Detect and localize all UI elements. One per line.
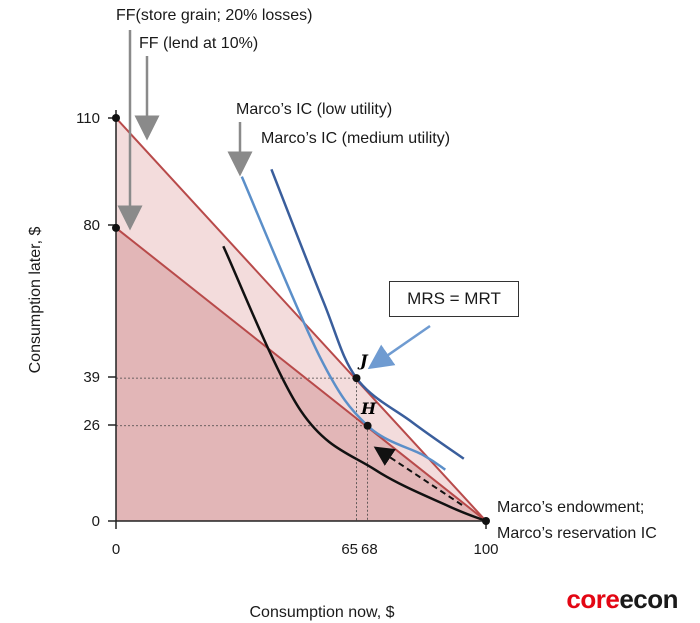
y-tick-label-80: 80 — [83, 217, 100, 234]
y-tick-label-39: 39 — [83, 369, 100, 386]
x-tick-label-100: 100 — [473, 541, 498, 558]
mrs-mrt-callout-arrow — [367, 324, 431, 370]
ff-store-label: FF(store grain; 20% losses) — [116, 7, 313, 24]
point-store-intercept — [112, 223, 120, 232]
reservation-label: Marco’s reservation IC — [497, 525, 657, 542]
point-endowment — [482, 517, 490, 525]
y-axis-title: Consumption later, $ — [27, 227, 44, 374]
y-tick-label-110: 110 — [76, 110, 100, 127]
ff-store-grain-line — [115, 227, 487, 522]
point-h-label: H — [360, 399, 377, 418]
point-j-label: J — [357, 351, 369, 370]
ff-lend-label: FF (lend at 10%) — [139, 35, 258, 52]
y-tick-label-26: 26 — [83, 417, 100, 434]
x-axis-title: Consumption now, $ — [250, 604, 395, 621]
point-h — [363, 421, 372, 430]
ic-medium-label: Marco’s IC (medium utility) — [261, 130, 450, 147]
endowment-label: Marco’s endowment; — [497, 499, 644, 516]
y-tick-marks — [108, 117, 116, 522]
logo-econ: econ — [619, 584, 678, 614]
point-lend-intercept — [112, 114, 120, 122]
ic-medium-utility-curve — [270, 168, 465, 460]
logo-core: core — [566, 584, 620, 614]
ic-low-label: Marco’s IC (low utility) — [236, 101, 392, 118]
y-tick-label-0: 0 — [92, 513, 100, 530]
endowment-to-h-arrow — [373, 446, 463, 506]
x-tick-label-0: 0 — [112, 541, 120, 558]
ff-lend-line — [115, 117, 487, 522]
coreecon-logo: coreecon — [566, 584, 678, 615]
mrs-mrt-callout: MRS = MRT — [389, 281, 519, 317]
x-tick-label-68: 68 — [361, 541, 378, 558]
x-tick-label-65: 65 — [341, 541, 358, 558]
ic-low-utility-curve — [240, 176, 447, 471]
reservation-ic-curve — [222, 245, 487, 523]
point-j — [352, 374, 361, 383]
x-tick-marks — [115, 521, 487, 529]
